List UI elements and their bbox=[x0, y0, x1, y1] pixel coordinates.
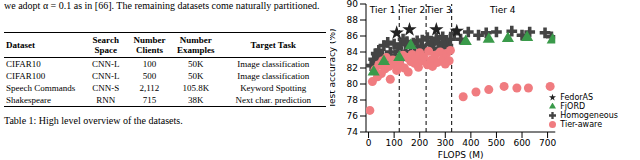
html-text:we adopt α = 0.1 as in [66]. T: we adopt α = 0.1 as in [66]. The remaini… bbox=[4, 0, 320, 11]
html-text:CIFAR100: CIFAR100 bbox=[6, 71, 46, 81]
html-text:CIFAR10: CIFAR10 bbox=[6, 59, 41, 69]
svg-text:Tier 2: Tier 2 bbox=[399, 5, 426, 15]
html-text:Next char. prediction: Next char. prediction bbox=[235, 95, 312, 105]
svg-text:84: 84 bbox=[347, 47, 359, 57]
html-text:FjORD: FjORD bbox=[560, 102, 586, 111]
html-text:Keyword Spotting: Keyword Spotting bbox=[240, 83, 307, 93]
html-text:Dataset: Dataset bbox=[6, 40, 35, 50]
html-text:Table 1: High level overview o: Table 1: High level overview of the data… bbox=[4, 115, 183, 126]
svg-text:88: 88 bbox=[347, 15, 359, 25]
html-text:CNN-L: CNN-L bbox=[92, 71, 120, 81]
svg-text:200: 200 bbox=[411, 138, 428, 148]
html-text:Search Space: Search Space bbox=[92, 35, 119, 55]
html-text:500: 500 bbox=[142, 71, 157, 81]
svg-text:78: 78 bbox=[347, 95, 359, 105]
html-text:100: 100 bbox=[142, 59, 157, 69]
html-text:Image classification: Image classification bbox=[237, 59, 310, 69]
svg-text:500: 500 bbox=[488, 138, 505, 148]
html-text:Number Clients: Number Clients bbox=[133, 35, 166, 55]
html-text:Speech Commands: Speech Commands bbox=[6, 83, 76, 93]
html-text:Number Examples: Number Examples bbox=[177, 35, 215, 55]
html-text:CNN-S: CNN-S bbox=[92, 83, 120, 93]
svg-text:90: 90 bbox=[347, 0, 359, 9]
svg-text:0: 0 bbox=[366, 138, 372, 148]
svg-text:300: 300 bbox=[437, 138, 454, 148]
svg-text:80: 80 bbox=[347, 79, 359, 89]
svg-text:Test accuracy (%): Test accuracy (%) bbox=[330, 28, 337, 109]
html-text:FedorAS: FedorAS bbox=[560, 93, 594, 102]
svg-text:Tier 3: Tier 3 bbox=[425, 5, 452, 15]
html-text:2,112: 2,112 bbox=[139, 83, 160, 93]
svg-text:700: 700 bbox=[539, 138, 556, 148]
html-text:Target Task: Target Task bbox=[250, 40, 296, 50]
html-text:Shakespeare: Shakespeare bbox=[6, 95, 51, 105]
svg-text:100: 100 bbox=[386, 138, 403, 148]
svg-text:FLOPS (M): FLOPS (M) bbox=[438, 150, 484, 160]
html-text:50K: 50K bbox=[188, 71, 204, 81]
svg-text:74: 74 bbox=[347, 127, 359, 137]
html-text:Image classification: Image classification bbox=[237, 71, 310, 81]
html-text:Tier-aware: Tier-aware bbox=[560, 120, 603, 129]
html-text:715: 715 bbox=[142, 95, 157, 105]
html-text:105.8K: 105.8K bbox=[182, 83, 210, 93]
svg-text:86: 86 bbox=[347, 31, 359, 41]
html-text:38K: 38K bbox=[188, 95, 204, 105]
svg-text:76: 76 bbox=[347, 111, 359, 121]
html-text:Homogeneous: Homogeneous bbox=[560, 111, 618, 120]
svg-text:Tier 1: Tier 1 bbox=[369, 5, 396, 15]
html-text:RNN: RNN bbox=[96, 95, 116, 105]
svg-text:82: 82 bbox=[347, 63, 358, 73]
html-text:CNN-L: CNN-L bbox=[92, 59, 120, 69]
svg-text:400: 400 bbox=[462, 138, 479, 148]
svg-text:600: 600 bbox=[513, 138, 530, 148]
html-text:50K: 50K bbox=[188, 59, 204, 69]
svg-text:Tier 4: Tier 4 bbox=[489, 5, 516, 15]
